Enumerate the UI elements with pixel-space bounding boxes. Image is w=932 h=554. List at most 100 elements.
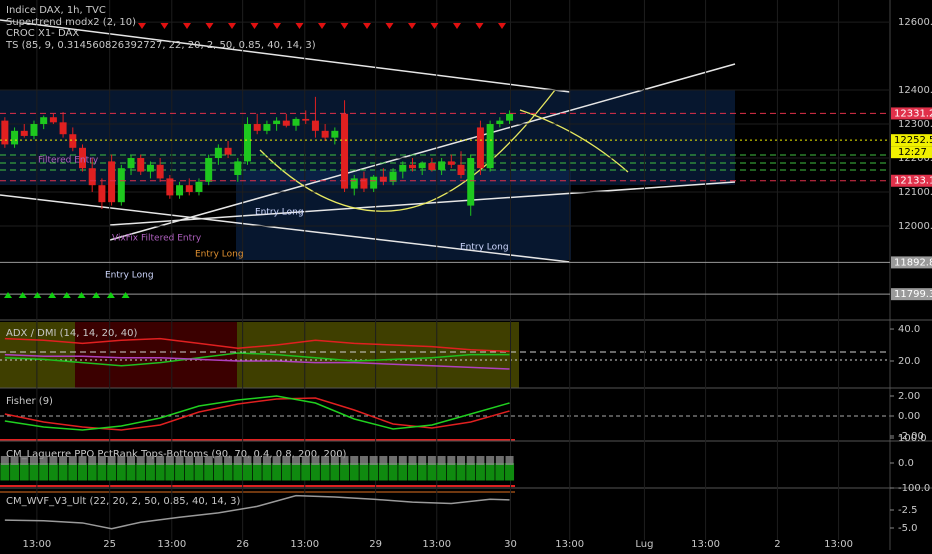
x-tick-label: 26	[236, 539, 249, 550]
signal-square	[486, 456, 495, 465]
annotation: Entry Long	[105, 271, 154, 281]
histogram-bar	[378, 463, 388, 481]
indicator-line	[4, 352, 510, 367]
signal-square	[97, 456, 106, 465]
y-tick-label: 2.00	[898, 391, 920, 402]
y-tick-label: 12400.0	[898, 85, 932, 96]
candle-body	[185, 185, 193, 192]
countdown: 12:27	[898, 147, 927, 158]
signal-square	[389, 456, 398, 465]
histogram-bar	[301, 463, 311, 481]
signal-square	[0, 456, 9, 465]
candle-body	[408, 164, 416, 169]
histogram-bar	[126, 463, 136, 481]
signal-square	[127, 456, 136, 465]
sell-signal	[340, 23, 349, 29]
indicator-label: Supertrend modx2 (2, 10)	[6, 17, 136, 28]
signal-square	[185, 456, 194, 465]
candle-body	[214, 147, 222, 159]
pane-title: CM_WVF_V3_Ult (22, 20, 2, 50, 0.85, 40, …	[6, 496, 241, 507]
signal-square	[262, 456, 271, 465]
candle-body	[156, 164, 164, 179]
buy-signal	[62, 292, 71, 298]
countdown-box	[891, 146, 932, 159]
histogram-bar	[495, 463, 505, 481]
y-tick-label: 0.0	[898, 458, 914, 469]
signal-square	[311, 456, 320, 465]
sell-signal	[205, 23, 214, 29]
candle-body	[49, 117, 57, 123]
signal-square	[437, 456, 446, 465]
signal-square	[68, 456, 77, 465]
candle-body	[467, 158, 475, 206]
histogram-bar	[165, 463, 175, 481]
signal-square	[476, 456, 485, 465]
signal-square	[301, 456, 310, 465]
signal-square	[204, 456, 213, 465]
signal-square	[408, 456, 417, 465]
signal-square	[330, 456, 339, 465]
candle-body	[30, 124, 38, 136]
histogram-bar	[213, 463, 223, 481]
candle-body	[302, 118, 310, 121]
buy-signal	[4, 292, 12, 298]
histogram-bar	[437, 463, 447, 481]
x-tick-label: 13:00	[555, 539, 584, 550]
sell-signal	[160, 23, 169, 29]
x-tick-label: 2	[774, 539, 780, 550]
histogram-bar	[485, 463, 495, 481]
signal-square	[20, 456, 29, 465]
histogram-bar	[223, 463, 233, 481]
histogram-bar	[29, 463, 39, 481]
indicator-label: CROC X1- DAX	[6, 28, 79, 39]
histogram-bar	[310, 463, 320, 481]
candle-body	[399, 164, 407, 172]
y-tick-label: 100.0	[898, 433, 927, 444]
signal-square	[117, 456, 126, 465]
symbol-title: Indice DAX, 1h, TVC	[6, 5, 106, 16]
price-label: 12331.2	[894, 108, 932, 119]
candle-body	[292, 118, 300, 126]
candle-body	[457, 164, 465, 175]
x-tick-label: 29	[369, 539, 382, 550]
pane-title: ADX / DMI (14, 14, 20, 40)	[6, 328, 137, 339]
sell-signal	[430, 23, 439, 29]
x-tick-label: 13:00	[691, 539, 720, 550]
candle-body	[243, 124, 251, 162]
y-tick-label: 12200.0	[898, 153, 932, 164]
signal-square	[29, 456, 38, 465]
signal-square	[321, 456, 330, 465]
histogram-bar	[291, 463, 301, 481]
pane-title: Fisher (9)	[6, 396, 53, 407]
candle-body	[224, 147, 232, 155]
signal-square	[233, 456, 242, 465]
sell-signal	[228, 23, 236, 29]
histogram-bar	[116, 463, 126, 481]
annotation: Entry Long	[255, 208, 304, 218]
histogram-bar	[398, 463, 408, 481]
indicator-line	[4, 353, 510, 370]
histogram-bar	[242, 463, 252, 481]
indicator-line	[4, 395, 510, 431]
buy-signal	[92, 292, 101, 298]
signal-square	[253, 456, 262, 465]
sell-signal	[498, 23, 506, 29]
signal-square	[340, 456, 349, 465]
signal-square	[59, 456, 68, 465]
candle-body	[350, 178, 358, 189]
sell-signal	[385, 23, 394, 29]
y-tick-label: -100.0	[898, 483, 930, 494]
histogram-bar	[77, 463, 87, 481]
histogram-bar	[58, 463, 68, 481]
signal-square	[243, 456, 252, 465]
histogram-bar	[87, 463, 97, 481]
histogram-bar	[97, 463, 107, 481]
forecast-arrow	[259, 89, 556, 212]
candle-body	[321, 130, 329, 138]
histogram-bar	[155, 463, 165, 481]
y-tick-label: 12000.0	[898, 221, 932, 232]
candle-body	[146, 164, 154, 172]
price-label: 11799.3	[894, 289, 932, 300]
candle-body	[11, 130, 19, 145]
annotation: Entry Long	[460, 243, 509, 253]
